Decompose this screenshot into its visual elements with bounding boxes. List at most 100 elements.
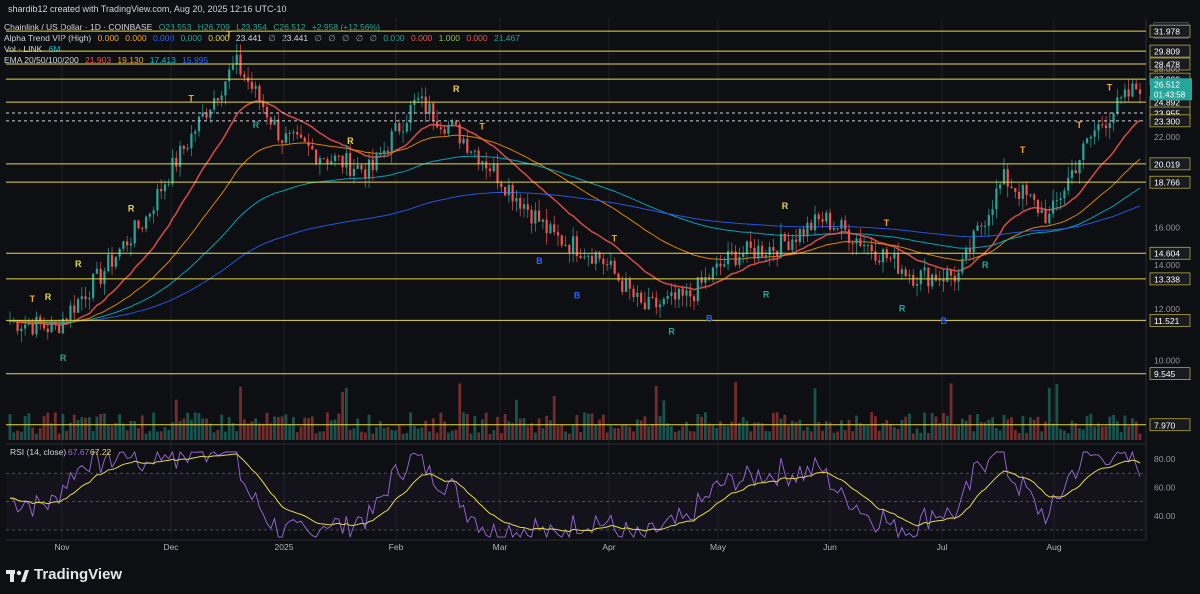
volume-bar <box>1108 416 1112 440</box>
signal-label: R <box>899 304 906 314</box>
volume-bar <box>348 429 352 440</box>
time-tick-label: Aug <box>1046 542 1061 552</box>
time-axis[interactable]: Nov Dec 2025 Feb Mar Apr May Jun Jul Aug <box>6 539 1146 552</box>
candle-body <box>500 183 503 188</box>
volume-bar <box>326 412 329 440</box>
candle-body <box>636 292 639 298</box>
candle-body <box>379 154 382 156</box>
volume-bar <box>367 414 371 440</box>
candle-body <box>194 131 197 134</box>
candle-body <box>386 150 390 153</box>
volume-bar <box>991 417 995 440</box>
volume-bar <box>552 396 556 440</box>
rsi-pane[interactable]: RSI (14, close) 67.67 67.22 80.00 60.00 40.00 <box>6 447 1176 539</box>
volume-bar <box>280 416 284 440</box>
candle-body <box>88 297 91 300</box>
candle-body <box>356 164 359 169</box>
alpha-trend-legend[interactable]: Alpha Trend VIP (High) 0.000 0.000 0.000… <box>4 33 524 44</box>
volume-bar <box>235 431 239 440</box>
candle-body <box>719 263 722 267</box>
candle-body <box>658 304 662 308</box>
rsi-line <box>9 450 1141 539</box>
candle-body <box>292 131 295 133</box>
volume-bar <box>87 416 91 440</box>
volume-bar <box>103 413 106 440</box>
volume-bar <box>685 421 688 440</box>
candle-body <box>122 241 125 249</box>
volume-bar <box>269 423 273 440</box>
volume-bar <box>31 427 35 440</box>
volume-bar <box>756 422 760 440</box>
volume-bar <box>1123 415 1127 440</box>
volume-legend[interactable]: Vol · LINK 6M <box>4 44 64 54</box>
candle-body <box>148 213 151 217</box>
volume-bar <box>1097 423 1100 440</box>
volume-bar <box>609 425 613 440</box>
volume-bar <box>1078 428 1081 440</box>
candle-body <box>1093 130 1096 137</box>
candle-body <box>80 296 83 300</box>
volume-bar <box>662 400 666 440</box>
volume-bar <box>35 433 38 440</box>
ema100-value: 17.413 <box>149 55 176 65</box>
volume-bar <box>549 420 552 440</box>
alpha-val: 0.000 <box>152 33 175 43</box>
volume-bar <box>877 430 881 440</box>
candle-body <box>16 320 19 331</box>
candle-body <box>522 204 526 209</box>
ema-legend[interactable]: EMA 20/50/100/200 21.903 19.130 17.413 1… <box>4 55 212 65</box>
candle-body <box>923 267 926 271</box>
volume-bar <box>692 431 696 440</box>
change-value: +2.958 (+12.56%) <box>311 22 380 32</box>
candle-body <box>825 212 828 222</box>
candle-body <box>277 119 280 141</box>
candle-body <box>515 197 518 202</box>
candle-body <box>787 241 790 251</box>
candle-body <box>216 98 219 101</box>
candle-body <box>65 318 68 321</box>
candle-body <box>473 150 476 152</box>
candle-body <box>878 260 881 263</box>
high-value: H26.709 <box>197 22 230 32</box>
price-axis[interactable]: 28.000 22.000 16.000 14.000 12.000 10.000 26.5… <box>1150 64 1192 366</box>
volume-bar <box>193 412 197 440</box>
level-tag <box>1149 44 1191 58</box>
candle-body <box>50 321 53 333</box>
candle-body <box>776 250 779 257</box>
candle-body <box>851 243 854 245</box>
level-label: 24.892 <box>1154 98 1180 108</box>
candle-body <box>798 228 801 243</box>
candle-body <box>1104 125 1108 129</box>
candle-body <box>296 131 299 135</box>
volume-bar <box>601 414 605 440</box>
candle-body <box>137 220 140 229</box>
candle-body <box>1116 97 1119 114</box>
candle-body <box>715 263 718 268</box>
candle-body <box>572 236 575 254</box>
volume-bar <box>53 412 57 440</box>
volume-bar <box>114 422 118 440</box>
volume-bar <box>428 431 431 440</box>
candle-body <box>458 124 461 144</box>
candle-body <box>621 280 624 292</box>
candle-body <box>167 183 170 185</box>
candle-body <box>1017 191 1021 199</box>
volume-bar <box>1131 418 1134 440</box>
volume-bar <box>57 433 61 440</box>
candle-body <box>674 292 677 300</box>
volume-bar <box>681 426 685 440</box>
volume-bar <box>1047 387 1051 440</box>
candle-body <box>364 169 367 179</box>
candle-body <box>432 103 435 122</box>
price-tick-label: 14.000 <box>1154 260 1180 270</box>
volume-bar <box>594 424 598 440</box>
candle-body <box>239 54 242 75</box>
alpha-val: 0.000 <box>411 33 433 43</box>
symbol-legend[interactable]: Chainlink / US Dollar · 1D · COINBASE O2… <box>4 22 384 32</box>
countdown-label: 01:43:58 <box>1154 90 1186 99</box>
volume-bar <box>378 420 382 440</box>
volume-bar <box>730 421 734 440</box>
candle-body <box>813 214 817 231</box>
volume-bar <box>953 425 957 440</box>
